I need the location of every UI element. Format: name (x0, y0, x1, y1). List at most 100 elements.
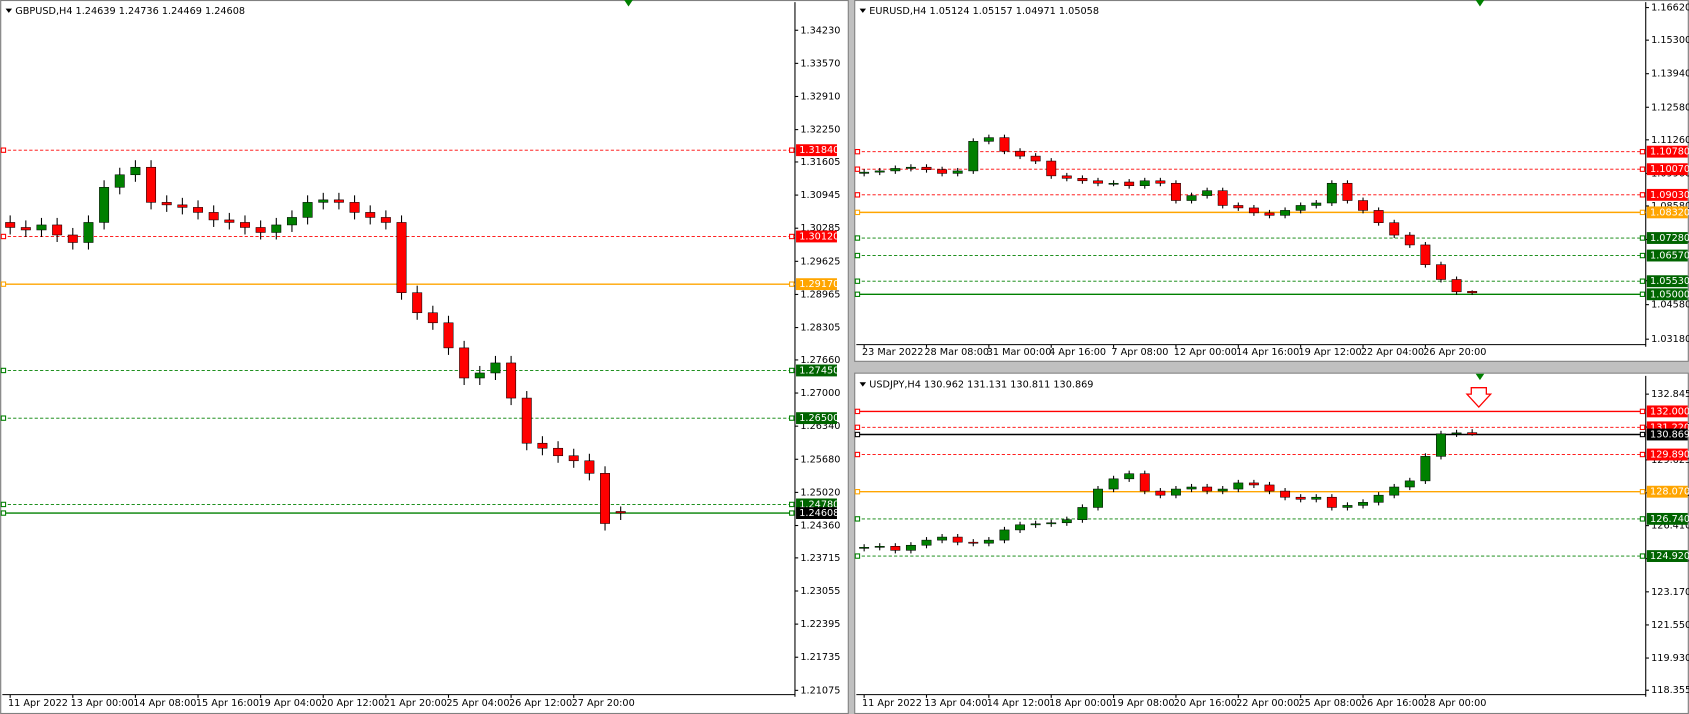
chart-title: GBPUSD,H4 1.24639 1.24736 1.24469 1.2460… (15, 6, 245, 17)
menu-triangle (859, 382, 867, 387)
level-label: 129.890 (1650, 450, 1689, 461)
candle-body (443, 322, 454, 349)
level-anchor (854, 252, 861, 259)
shift-marker (624, 0, 633, 7)
level-anchor (1639, 451, 1646, 458)
candle-body (1467, 432, 1478, 435)
level-box (796, 278, 837, 291)
menu-triangle (859, 8, 867, 13)
candle-body (1061, 519, 1072, 524)
x-tick-label: 14 Apr 16:00 (1236, 347, 1299, 358)
candle-body (1342, 505, 1353, 508)
candle-body (983, 137, 994, 142)
candle-body (490, 362, 501, 374)
candle-body (302, 202, 313, 218)
candle-body (1217, 488, 1228, 492)
x-tick-label: 4 Apr 16:00 (1049, 347, 1106, 358)
y-tick-label: 1.25020 (800, 487, 840, 498)
x-tick-label: 20 Apr 12:00 (321, 698, 384, 709)
candle-body (1030, 155, 1041, 162)
level-label: 1.30120 (799, 231, 839, 242)
y-tick-label: 1.21735 (800, 652, 840, 663)
level-box (796, 144, 837, 157)
level-label: 1.05530 (1650, 276, 1689, 287)
candle-body (459, 347, 470, 379)
level-label: 1.31840 (799, 145, 839, 156)
candle-body (1108, 182, 1119, 185)
candle-body (412, 292, 423, 314)
y-tick-label: 119.930 (1651, 653, 1689, 664)
candle-body (1358, 200, 1368, 211)
x-tick-label: 11 Apr 2022 (8, 698, 68, 709)
x-tick-label: 28 Apr 00:00 (1423, 698, 1486, 709)
candle-body (1061, 175, 1072, 179)
level-label: 1.10070 (1650, 164, 1689, 175)
panel (854, 372, 1689, 714)
level-anchor (1639, 516, 1646, 522)
level-anchor (0, 147, 7, 153)
candle-body (553, 447, 564, 457)
level-anchor (854, 148, 861, 155)
y-tick-label: 1.21075 (800, 685, 840, 696)
candle-body (333, 199, 344, 203)
candle-body (1186, 195, 1197, 201)
y-tick-label: 1.25680 (800, 454, 840, 465)
y-tick-label: 1.24360 (800, 521, 840, 532)
candle-body (999, 529, 1010, 541)
candle-body (521, 397, 532, 444)
candle-body (600, 473, 610, 524)
level-label: 1.29170 (799, 279, 839, 290)
candle-body (1280, 210, 1291, 216)
candle-body (67, 234, 78, 243)
level-anchor (1639, 252, 1646, 259)
candle-body (890, 545, 901, 551)
candle-body (5, 222, 16, 228)
x-tick-label: 15 Apr 16:00 (196, 698, 259, 709)
x-tick-label: 7 Apr 08:00 (1111, 347, 1168, 358)
level-anchor (854, 235, 861, 241)
x-tick-label: 14 Apr 12:00 (987, 698, 1050, 709)
y-tick-label: 1.03180 (1651, 334, 1689, 345)
candle-body (146, 166, 157, 203)
candle-body (1451, 432, 1462, 435)
candle-body (1139, 473, 1150, 492)
candle-body (1233, 205, 1244, 209)
x-tick-label: 12 Apr 00:00 (1174, 347, 1237, 358)
candle-body (177, 204, 188, 208)
candle-body (318, 199, 329, 203)
candle-body (271, 224, 282, 233)
x-tick-label: 13 Apr 00:00 (71, 698, 134, 709)
candle-body (1420, 244, 1431, 265)
candle-body (1389, 222, 1400, 236)
candle-body (1436, 264, 1446, 280)
candle-body (1389, 486, 1400, 496)
candle-body (1202, 486, 1213, 492)
x-tick-label: 31 Mar 00:00 (987, 347, 1052, 358)
candle-body (427, 312, 438, 324)
y-tick-label: 1.33570 (800, 58, 840, 69)
level-label: 1.24608 (799, 508, 839, 519)
level-label: 1.26500 (799, 413, 839, 424)
y-tick-label: 1.31605 (800, 157, 840, 168)
level-box (1646, 485, 1688, 498)
candle-body (1093, 488, 1103, 508)
level-anchor (0, 233, 7, 240)
candle-body (921, 166, 932, 170)
shift-marker (1475, 0, 1485, 7)
level-anchor (1639, 148, 1646, 155)
candle-body (506, 362, 517, 399)
y-tick-label: 1.23715 (800, 553, 840, 564)
candle-body (1202, 190, 1213, 196)
candle-body (1030, 523, 1041, 526)
candle-body (1436, 433, 1446, 457)
x-tick-label: 11 Apr 2022 (862, 698, 922, 709)
level-box (1646, 448, 1688, 461)
level-anchor (789, 367, 795, 374)
level-box (1646, 188, 1688, 201)
y-tick-label: 1.15300 (1651, 35, 1689, 46)
candle-body (952, 536, 963, 543)
level-anchor (789, 233, 795, 240)
level-label: 126.740 (1650, 514, 1689, 525)
x-tick-label: 26 Apr 12:00 (509, 698, 572, 709)
x-tick-label: 27 Apr 20:00 (572, 698, 635, 709)
